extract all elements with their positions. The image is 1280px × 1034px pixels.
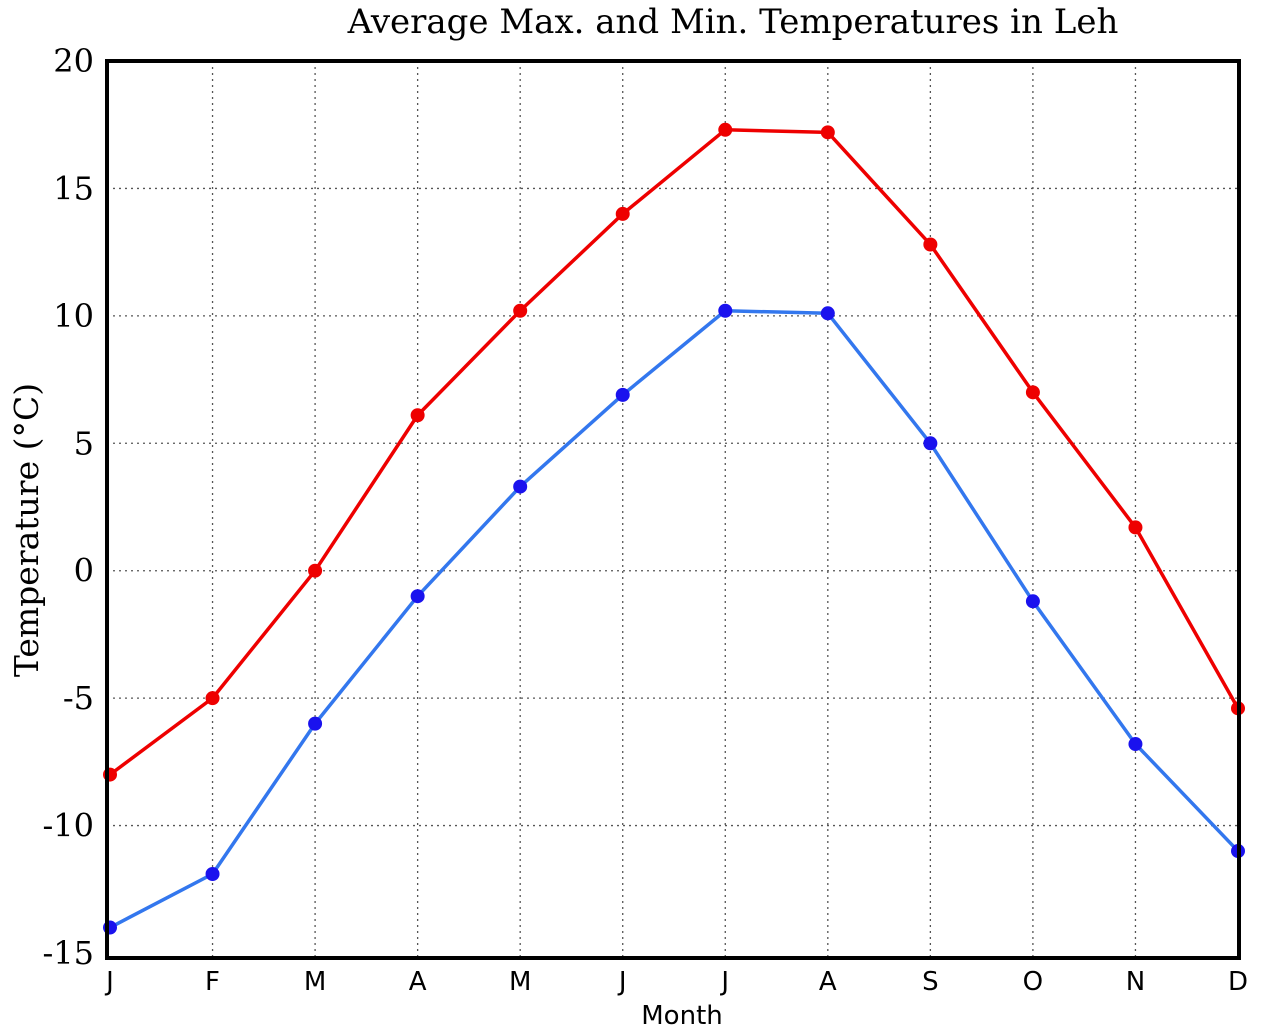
grid-lines	[107, 61, 1239, 958]
data-point	[410, 408, 425, 423]
data-point	[820, 306, 835, 321]
y-tick-label: 5	[74, 424, 94, 462]
data-point	[205, 866, 220, 881]
data-point	[923, 436, 938, 451]
series-line	[109, 309, 1240, 930]
data-point	[718, 303, 733, 318]
data-point	[308, 716, 323, 731]
y-axis-label: Temperature (°C)	[7, 383, 46, 677]
y-tick-label: -15	[42, 934, 94, 972]
data-point	[615, 387, 630, 402]
x-tick-label: O	[1023, 967, 1043, 997]
data-point	[513, 303, 528, 318]
data-point	[513, 479, 528, 494]
x-tick-label: F	[205, 967, 220, 997]
x-tick-label: S	[922, 967, 939, 997]
x-tick-label: J	[617, 967, 627, 997]
data-point	[615, 206, 630, 221]
x-axis-label: Month	[641, 1001, 723, 1031]
data-point	[718, 122, 733, 137]
chart-title: Average Max. and Min. Temperatures in Le…	[347, 2, 1119, 42]
data-point	[410, 589, 425, 604]
data-point	[1025, 385, 1040, 400]
y-tick-label: -10	[42, 807, 94, 845]
data-point	[1128, 520, 1143, 535]
data-point	[1025, 594, 1040, 609]
data-point	[820, 125, 835, 140]
x-tick-label: M	[509, 967, 531, 997]
plot-frame	[105, 59, 1241, 960]
y-tick-label: 20	[53, 42, 94, 80]
data-point	[1128, 737, 1143, 752]
data-point	[923, 237, 938, 252]
x-tick-label: J	[719, 967, 729, 997]
data-series	[103, 122, 1245, 935]
y-axis-ticks: 20 15 10 5 0 -5 -10 -15	[42, 42, 94, 972]
y-tick-label: -5	[63, 679, 94, 717]
data-point	[308, 563, 323, 578]
x-tick-label: M	[304, 967, 326, 997]
data-point	[205, 691, 220, 706]
y-tick-label: 0	[74, 552, 94, 590]
series-0	[103, 122, 1245, 782]
x-tick-label: D	[1228, 967, 1248, 997]
y-tick-label: 15	[53, 169, 94, 207]
x-tick-label: N	[1126, 967, 1145, 997]
series-line	[108, 128, 1240, 777]
x-tick-label: J	[104, 967, 114, 997]
series-1	[103, 303, 1245, 935]
y-tick-label: 10	[53, 297, 94, 335]
x-tick-label: A	[819, 967, 837, 997]
x-tick-label: A	[409, 967, 427, 997]
